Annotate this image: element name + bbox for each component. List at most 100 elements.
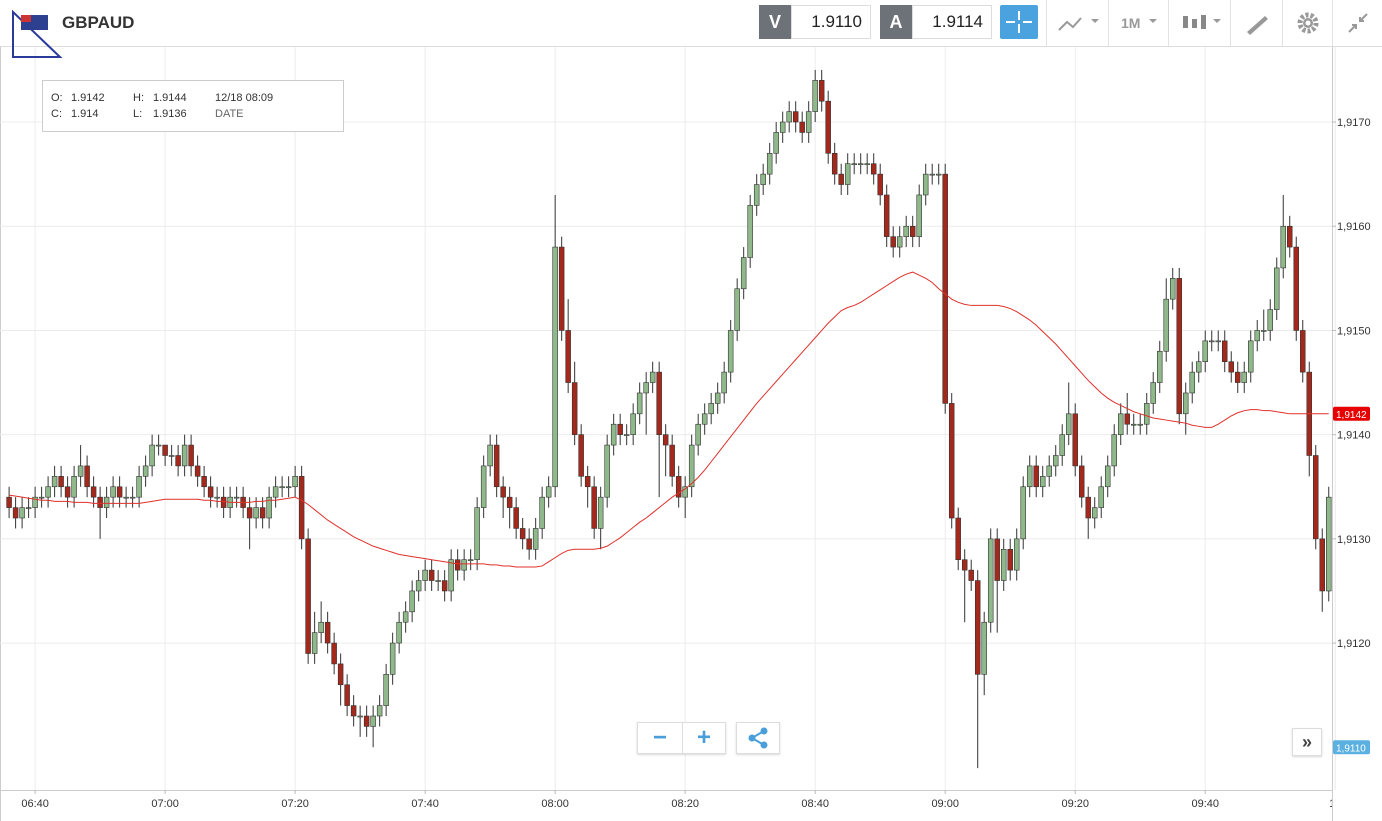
candle-body [805, 111, 812, 133]
price-badge-label: 1,9110 [1336, 743, 1366, 754]
candle-body [1130, 423, 1137, 426]
x-tick-label: 09:20 [1061, 798, 1089, 810]
chart-type-button[interactable] [1046, 0, 1109, 46]
candle-body [896, 236, 903, 248]
candle-body [734, 288, 740, 331]
candle-body [201, 476, 207, 488]
x-tick-label: 08:20 [671, 798, 699, 810]
timeframe-button[interactable]: 1M [1108, 0, 1169, 46]
candle-body [103, 496, 110, 508]
sell-label[interactable]: V [759, 5, 791, 39]
candle-body [19, 507, 25, 519]
candle-body [6, 496, 12, 508]
candle-body [116, 486, 123, 498]
label: C: [51, 108, 62, 120]
settings-button[interactable] [1282, 0, 1333, 46]
candle-body [253, 507, 259, 519]
collapse-button[interactable] [1332, 0, 1382, 46]
zoom-in[interactable]: + [696, 724, 711, 751]
candle-body [474, 507, 480, 561]
candle-body [721, 371, 727, 394]
candle-body [467, 559, 474, 562]
candle-body [318, 621, 324, 633]
candle-body [1274, 267, 1280, 310]
candle-body [168, 455, 175, 457]
price-badge [1333, 740, 1370, 755]
candle-body [1319, 538, 1325, 592]
sell-price[interactable]: 1.9110 [791, 5, 871, 39]
candle-body [974, 580, 981, 675]
candle-body [597, 496, 604, 529]
candle-body [708, 403, 714, 415]
crosshair-button[interactable] [1000, 5, 1038, 39]
candle-body [51, 476, 58, 488]
candle-body [714, 392, 721, 404]
candle-body [1026, 465, 1033, 488]
candle-body [753, 184, 760, 206]
candle-body [1169, 278, 1176, 300]
x-tick-label: 09:00 [931, 798, 959, 810]
candle-body [123, 496, 129, 499]
candle-body [1150, 382, 1156, 404]
share-button[interactable] [736, 722, 780, 754]
candle-body [461, 559, 467, 571]
candle-body [1326, 496, 1332, 592]
candle-body [71, 476, 77, 498]
symbol: GBPAUD [62, 13, 135, 32]
candle-body [1267, 309, 1273, 331]
candle-body [331, 642, 337, 665]
candle-body [1222, 340, 1228, 363]
candle-body [740, 257, 747, 290]
candle-button[interactable] [1168, 0, 1231, 46]
candle-body [532, 528, 539, 550]
candle-body [1182, 392, 1189, 415]
candle-body [929, 173, 935, 176]
candle-body [1020, 486, 1026, 540]
buy-price[interactable]: 1.9114 [912, 5, 992, 39]
candle-body [1000, 548, 1007, 581]
date: 12/18 08:09 [215, 92, 274, 104]
candle-body [188, 444, 194, 467]
candle-body [448, 559, 454, 592]
candle-body [1293, 246, 1299, 331]
candle-body [838, 173, 844, 185]
candle-body [831, 152, 838, 175]
y-tick-label: 1,9120 [1337, 638, 1371, 650]
zoom-out[interactable]: − [638, 723, 683, 753]
candle-body [877, 173, 883, 196]
candle-body [246, 507, 253, 519]
candle-body [363, 715, 370, 727]
candle-body [422, 569, 428, 581]
candle-body [1059, 434, 1065, 456]
candle-body [909, 225, 916, 237]
candle-body [812, 80, 818, 112]
candle-body [428, 569, 435, 581]
candle-body [519, 528, 526, 540]
candle-body [994, 538, 1000, 581]
candle-body [181, 444, 188, 467]
candle-body [220, 496, 227, 508]
candle-body [779, 121, 786, 133]
candle-body [396, 621, 402, 644]
candle-body [155, 444, 162, 447]
candle-body [272, 486, 279, 498]
toolbar: GBPAUD V 1.9110 A 1.9114 1M [0, 0, 1382, 58]
candle-body [84, 465, 90, 488]
candle-body [344, 684, 350, 706]
candle-body [64, 486, 71, 498]
x-tick-label: 07:40 [411, 798, 439, 810]
ohlc-tooltip: O: 1.9142 H: 1.9144 12/18 08:09 C: 1.914… [42, 80, 344, 132]
candle-body [799, 121, 805, 133]
candle-body [129, 496, 136, 499]
buy-label[interactable]: A [880, 5, 912, 39]
candle-body [1046, 465, 1052, 477]
draw-button[interactable] [1230, 0, 1283, 46]
candle-body [1280, 225, 1286, 269]
timeframe[interactable]: 1M [1121, 15, 1141, 31]
candle-body [935, 173, 942, 176]
moving-average [9, 271, 1329, 568]
candle-body [259, 507, 266, 519]
candle-body [610, 423, 617, 446]
scroll-end-button[interactable]: » [1292, 728, 1322, 756]
